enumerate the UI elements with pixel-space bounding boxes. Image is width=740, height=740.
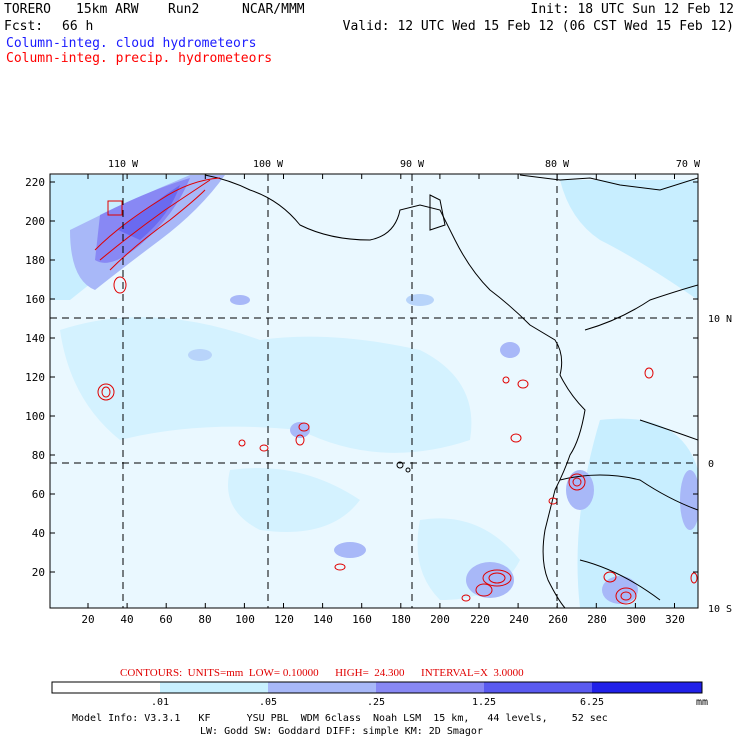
- colorbar-level: .05: [259, 697, 277, 708]
- x-tick-label: 180: [391, 613, 411, 626]
- lon-label: 110 W: [108, 159, 139, 170]
- x-tick-label: 160: [352, 613, 372, 626]
- x-tick-label: 120: [274, 613, 294, 626]
- x-tick-label: 80: [198, 613, 211, 626]
- x-tick-label: 20: [81, 613, 94, 626]
- colorbar-swatch: [268, 682, 376, 693]
- y-tick-label: 60: [32, 488, 45, 501]
- resolution-label: 15km ARW: [76, 2, 139, 17]
- physics-info-line: LW: Godd SW: Goddard DIFF: simple KM: 2D…: [200, 726, 483, 737]
- x-tick-label: 140: [313, 613, 333, 626]
- x-tick-label: 40: [120, 613, 133, 626]
- lat-label: 0: [708, 459, 714, 470]
- axis-ticks: [50, 174, 698, 608]
- colorbar-swatch: [592, 682, 702, 693]
- x-tick-label: 300: [626, 613, 646, 626]
- lon-label: 70 W: [676, 159, 701, 170]
- coastline: [204, 174, 698, 608]
- y-tick-label: 100: [25, 410, 45, 423]
- run-label: Run2: [168, 2, 200, 17]
- x-tick-label: 240: [509, 613, 529, 626]
- field-cloud-label: Column-integ. cloud hydrometeors: [6, 36, 257, 51]
- y-tick-label: 20: [32, 566, 45, 579]
- x-tick-label: 220: [470, 613, 490, 626]
- lon-label: 100 W: [253, 159, 284, 170]
- org-label: NCAR/MMM: [242, 2, 305, 17]
- valid-label: Valid: 12 UTC Wed 15 Feb 12 (06 CST Wed …: [342, 19, 734, 34]
- y-tick-label: 40: [32, 527, 45, 540]
- x-tick-label: 280: [587, 613, 607, 626]
- y-tick-label: 220: [25, 176, 45, 189]
- colorbar-level: 1.25: [472, 697, 496, 708]
- contour-info: CONTOURS: UNITS=mm LOW= 0.10000 HIGH= 24…: [120, 667, 524, 679]
- y-tick-label: 200: [25, 215, 45, 228]
- colorbar-level: .25: [367, 697, 385, 708]
- colorbar-level: 6.25: [580, 697, 604, 708]
- y-tick-label: 180: [25, 254, 45, 267]
- colorbar-unit: mm: [696, 697, 708, 708]
- colorbar-level: .01: [151, 697, 169, 708]
- x-tick-label: 320: [665, 613, 685, 626]
- lon-label: 80 W: [545, 159, 570, 170]
- y-tick-label: 80: [32, 449, 45, 462]
- field-precip-label: Column-integ. precip. hydrometeors: [6, 51, 273, 66]
- colorbar-swatch: [52, 682, 160, 693]
- x-tick-label: 200: [430, 613, 450, 626]
- x-tick-label: 60: [159, 613, 172, 626]
- forecast-label: Fcst:: [4, 19, 44, 34]
- x-tick-label: 100: [235, 613, 255, 626]
- lat-label: 10 S: [708, 604, 732, 615]
- lon-label: 90 W: [400, 159, 425, 170]
- colorbar-swatch: [376, 682, 484, 693]
- map-frame: [49, 173, 699, 609]
- colorbar: [51, 681, 703, 694]
- colorbar-swatch: [484, 682, 592, 693]
- colorbar-swatch: [160, 682, 268, 693]
- init-label: Init: 18 UTC Sun 12 Feb 12: [530, 2, 735, 17]
- y-tick-label: 120: [25, 371, 45, 384]
- model-name: TORERO: [4, 2, 51, 17]
- y-tick-label: 140: [25, 332, 45, 345]
- model-info-line: Model Info: V3.3.1 KF YSU PBL WDM 6class…: [72, 713, 608, 724]
- graticule: [50, 174, 698, 608]
- x-tick-label: 260: [548, 613, 568, 626]
- hydrometeor-shading: [50, 175, 698, 608]
- lat-label: 10 N: [708, 314, 732, 325]
- y-tick-label: 160: [25, 293, 45, 306]
- forecast-value: 66 h: [62, 19, 94, 34]
